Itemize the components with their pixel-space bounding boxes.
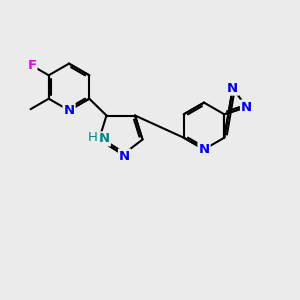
Text: N: N [63,104,75,117]
Text: N: N [99,132,110,146]
Text: F: F [27,59,36,72]
Text: H: H [88,130,97,144]
Text: N: N [227,82,238,94]
Text: N: N [241,100,252,114]
Text: N: N [198,143,210,156]
Text: N: N [119,149,130,163]
